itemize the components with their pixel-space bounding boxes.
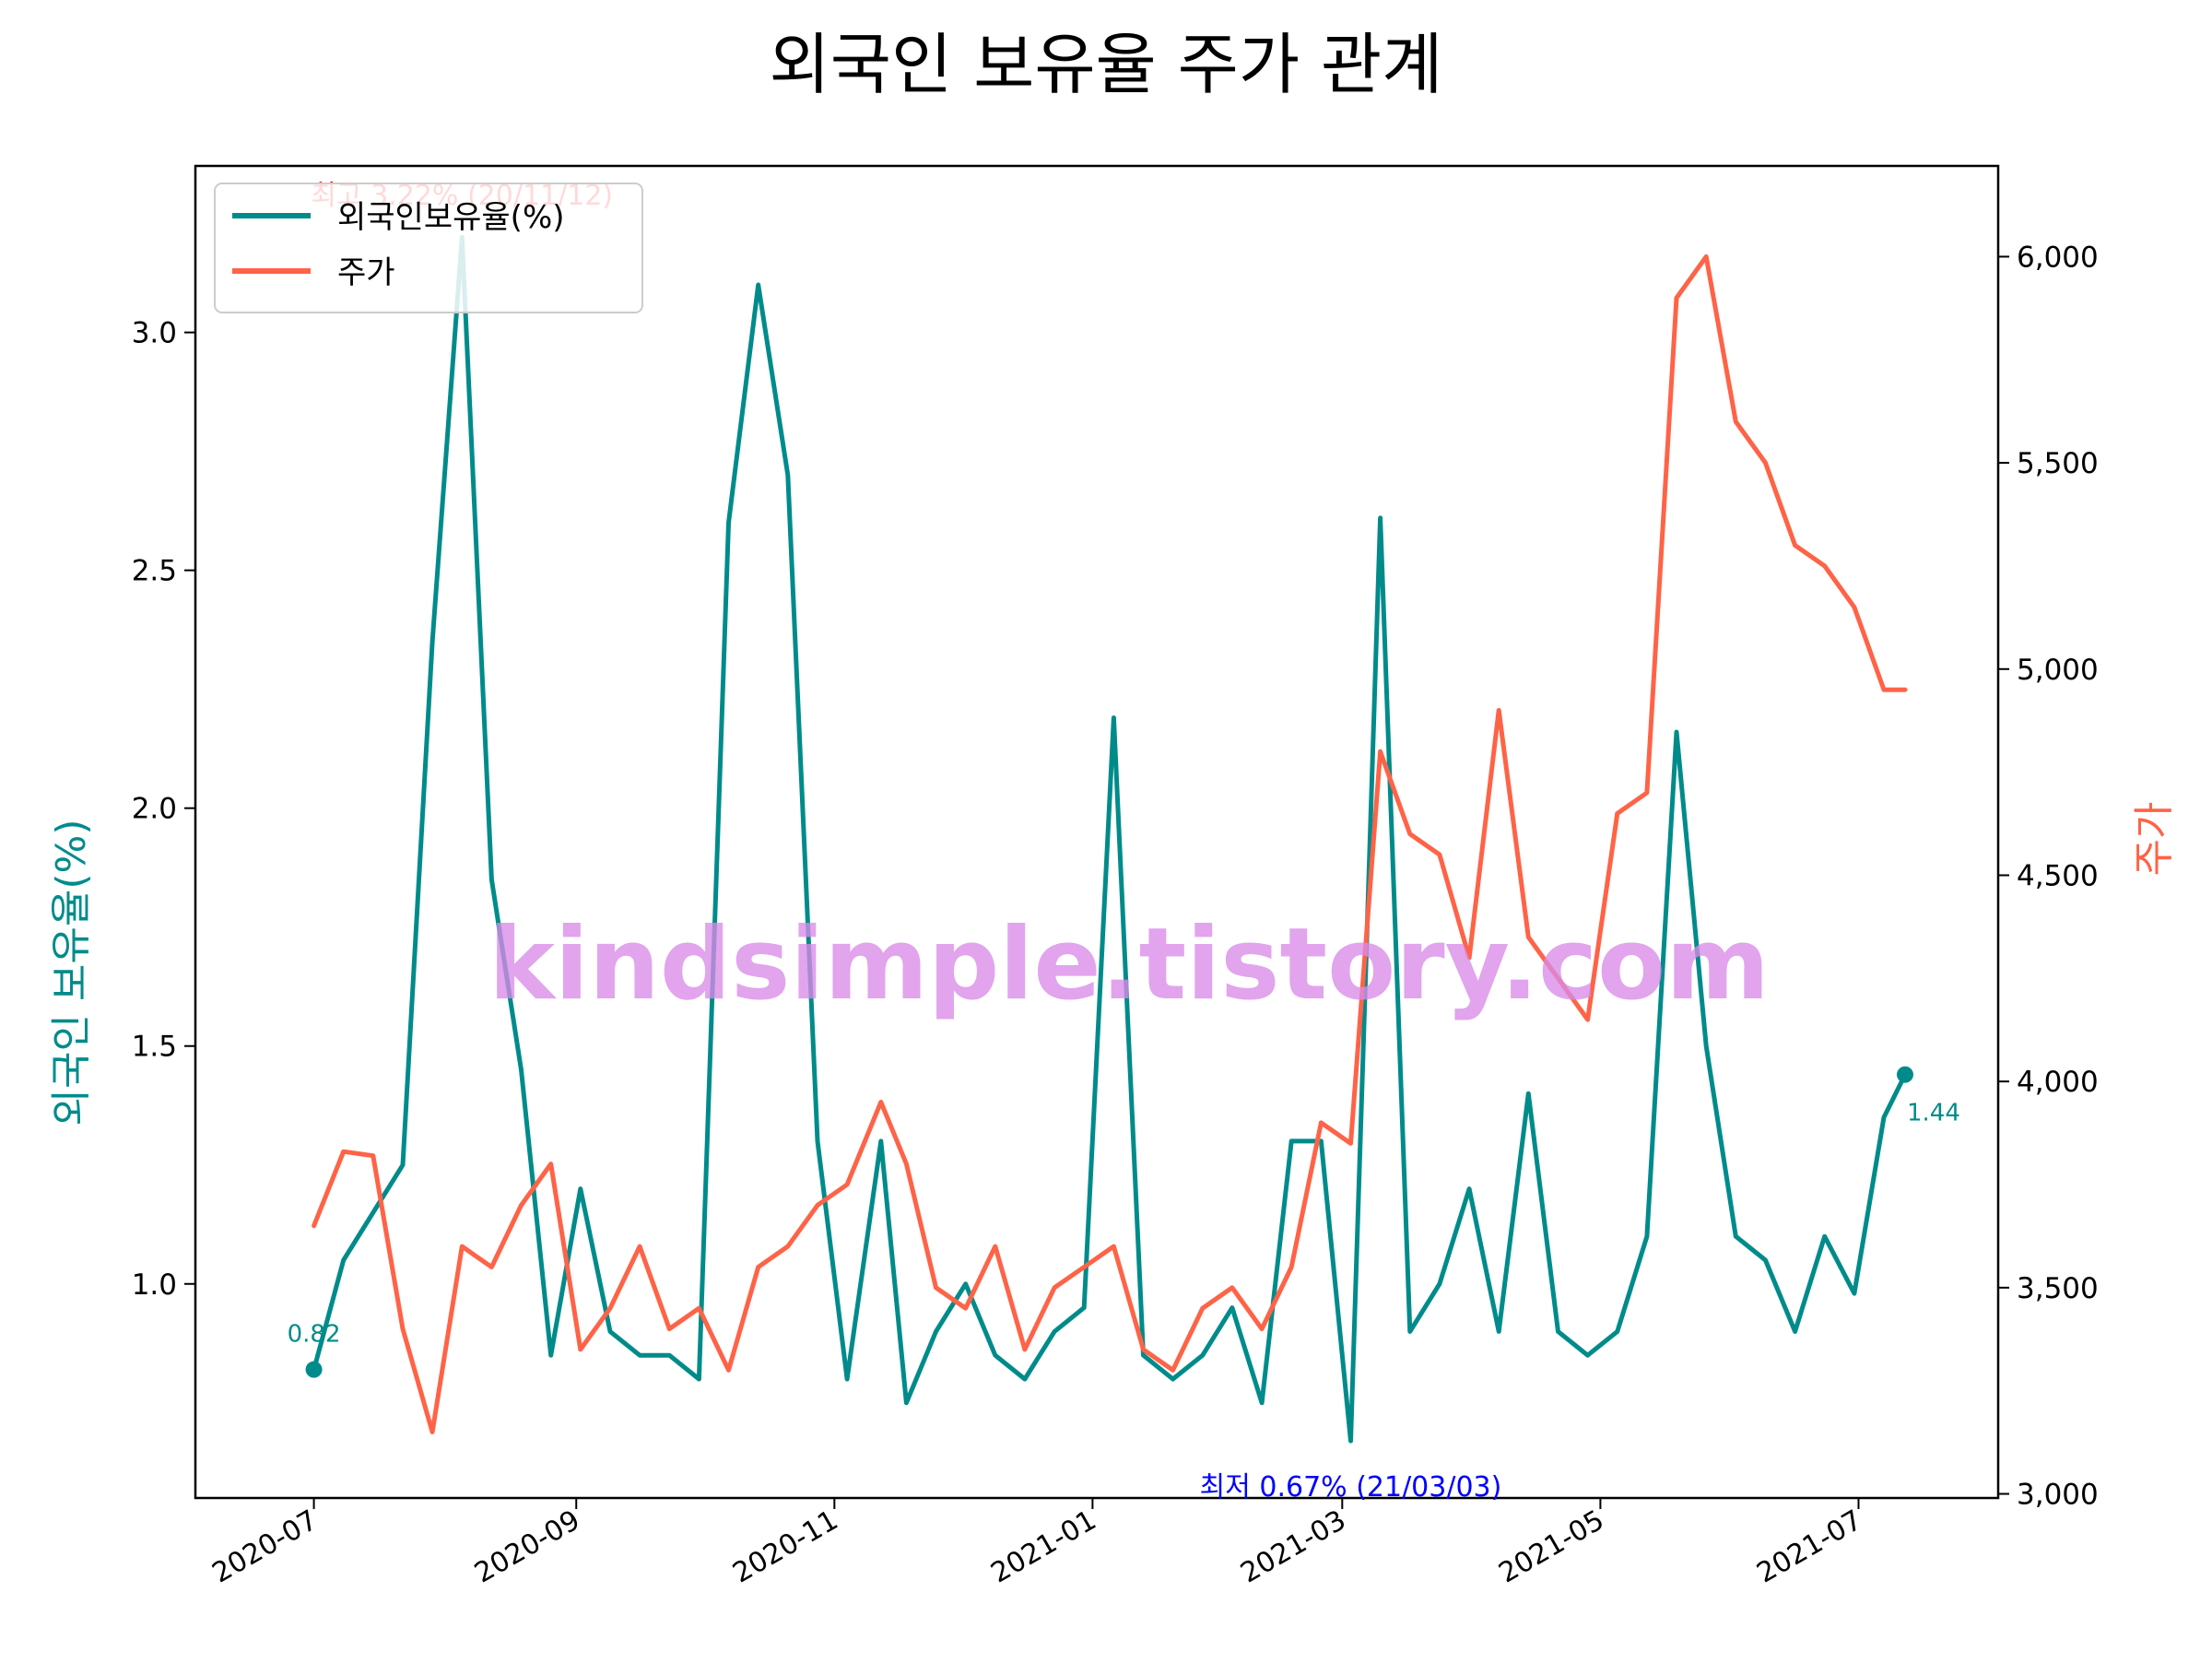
right-y-tick-label: 4,000 (2017, 1066, 2099, 1099)
right-y-tick-label: 6,000 (2017, 241, 2099, 274)
start-point-marker (305, 1361, 323, 1378)
left-axis-label: 외국인 보유율(%) (48, 819, 95, 1126)
series-layer (312, 234, 1908, 1444)
right-y-tick-label: 4,500 (2017, 859, 2099, 892)
left-y-tick-label: 1.5 (132, 1031, 177, 1064)
series-line-price (312, 254, 1908, 1434)
start-value-label: 0.82 (288, 1321, 341, 1349)
legend-label-price: 주가 (337, 254, 395, 291)
watermark-text: kindsimple.tistory.com (488, 907, 1770, 1022)
series-line-ratio (312, 234, 1908, 1444)
end-point-marker (1896, 1066, 1913, 1083)
left-y-tick-label: 2.0 (132, 793, 177, 826)
legend: 외국인보유율(%) 주가 (214, 183, 643, 313)
left-y-tick-label: 1.0 (132, 1268, 177, 1302)
min-annotation: 최저 0.67% (21/03/03) (1200, 1471, 1502, 1504)
right-y-tick-label: 5,500 (2017, 447, 2099, 480)
right-y-tick-label: 3,500 (2017, 1272, 2099, 1305)
legend-box (214, 183, 643, 313)
legend-label-ratio: 외국인보유율(%) (337, 199, 565, 236)
left-y-tick-label: 2.5 (132, 555, 177, 588)
plot-frame (194, 164, 2000, 1500)
right-axis-label: 주가 (2131, 802, 2178, 877)
left-y-tick-label: 3.0 (132, 317, 177, 350)
right-y-tick-label: 5,000 (2017, 654, 2099, 687)
end-value-label: 1.44 (1907, 1100, 1960, 1127)
chart-title: 외국인 보유율 주가 관계 (769, 26, 1442, 103)
right-y-tick-label: 3,000 (2017, 1479, 2099, 1512)
